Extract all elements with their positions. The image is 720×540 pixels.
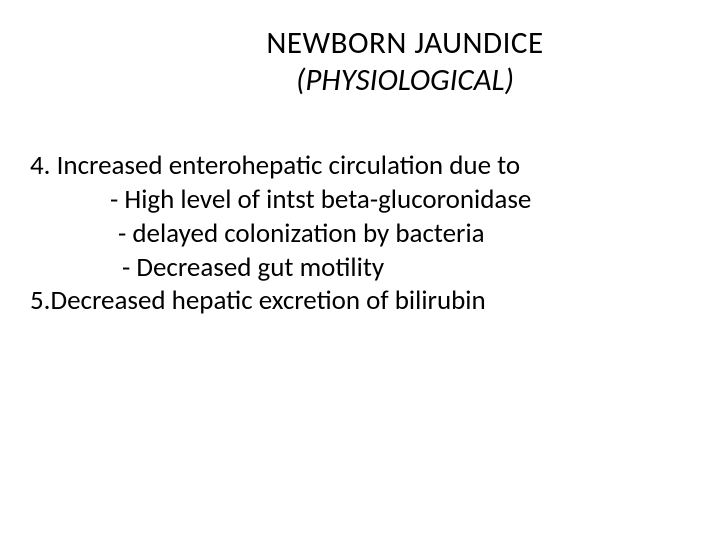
- body-content: 4. Increased enterohepatic circulation d…: [30, 149, 690, 318]
- title-line-2: (PHYSIOLOGICAL): [120, 62, 690, 99]
- subpoint-4a: - High level of intst beta-glucoronidase: [30, 183, 690, 217]
- point-5: 5.Decreased hepatic excretion of bilirub…: [30, 284, 690, 318]
- title-block: NEWBORN JAUNDICE (PHYSIOLOGICAL): [30, 25, 690, 99]
- point-4: 4. Increased enterohepatic circulation d…: [30, 149, 690, 183]
- slide-container: NEWBORN JAUNDICE (PHYSIOLOGICAL) 4. Incr…: [0, 0, 720, 540]
- subpoint-4b: - delayed colonization by bacteria: [30, 217, 690, 251]
- title-line-1: NEWBORN JAUNDICE: [120, 25, 690, 62]
- subpoint-4c: - Decreased gut motility: [30, 251, 690, 285]
